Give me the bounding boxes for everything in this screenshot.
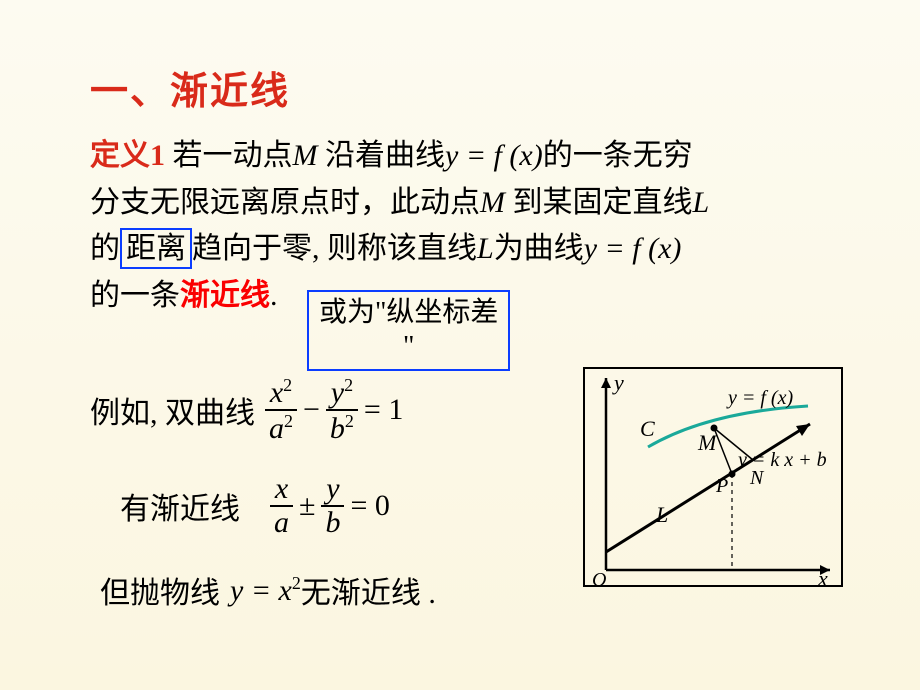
minus: −: [297, 393, 326, 427]
sq: 2: [292, 573, 301, 593]
label-x: x: [817, 566, 828, 591]
text: 沿着曲线: [325, 139, 445, 172]
but-label: 但抛物线: [100, 568, 220, 612]
sq: 2: [344, 375, 353, 395]
frac-yb: y b: [321, 474, 344, 538]
y-axis-arrow: [601, 378, 611, 388]
expr-yfx: y = f (x): [584, 232, 682, 265]
text: 趋向于零, 则称该直线: [192, 232, 477, 265]
no-asym-label: 无渐近线 .: [301, 568, 436, 612]
symbol-L: L: [477, 232, 494, 265]
definition-line-3: 的距离趋向于零, 则称该直线L为曲线y = f (x): [90, 226, 830, 273]
yx: y = x: [230, 574, 292, 607]
diagram-frame: [584, 368, 842, 586]
callout-box: 或为"纵坐标差 ": [307, 290, 510, 371]
symbol-M: M: [480, 186, 505, 219]
eq1: = 1: [358, 393, 409, 427]
label-L: L: [655, 502, 668, 527]
num: y: [331, 376, 344, 409]
definition-label: 定义1: [90, 139, 165, 172]
frac-xa: x a: [270, 474, 293, 538]
text: 若一动点: [173, 139, 293, 172]
symbol-M: M: [293, 139, 318, 172]
diagram: y x O C M N P L y = f (x) y = k x + b: [578, 362, 848, 592]
example-label: 例如, 双曲线: [90, 388, 255, 432]
plus-minus: ±: [293, 489, 321, 523]
label-O: O: [592, 569, 606, 591]
eq0: = 0: [344, 489, 395, 523]
sq: 2: [345, 411, 354, 431]
callout-line2: ": [319, 330, 498, 364]
slide: 一、渐近线 定义1 若一动点M 沿着曲线y = f (x)的一条无穷 分支无限远…: [0, 0, 920, 690]
text: 的一条无穷: [543, 139, 693, 172]
frac-y2b2: y2 b2: [326, 376, 358, 444]
definition-line-1: 定义1 若一动点M 沿着曲线y = f (x)的一条无穷: [90, 133, 830, 180]
sq: 2: [284, 411, 293, 431]
num: x: [270, 376, 283, 409]
expr-yfx: y = f (x): [445, 139, 543, 172]
boxed-distance: 距离: [120, 228, 192, 269]
hyperbola-row: 例如, 双曲线 x2 a2 − y2 b2 = 1: [90, 376, 436, 444]
den: b: [330, 412, 345, 445]
symbol-L: L: [693, 186, 710, 219]
label-y: y: [612, 370, 624, 395]
sq: 2: [283, 375, 292, 395]
frac-x2a2: x2 a2: [265, 376, 297, 444]
text: 的一条: [90, 279, 180, 312]
label-line: y = k x + b: [736, 449, 827, 471]
asymptote-word: 渐近线: [180, 279, 270, 312]
section-title: 一、渐近线: [90, 60, 830, 115]
text: 到某固定直线: [513, 186, 693, 219]
example-block: 例如, 双曲线 x2 a2 − y2 b2 = 1 有渐近线 x a ±: [90, 370, 436, 612]
label-C: C: [640, 416, 655, 441]
label-P: P: [715, 475, 728, 497]
parabola-expr: y = x2: [230, 573, 301, 608]
den: b: [321, 508, 344, 538]
parabola-row: 但抛物线 y = x2 无渐近线 .: [100, 568, 436, 612]
period: .: [270, 279, 278, 312]
has-asymptote-label: 有渐近线: [120, 484, 240, 528]
diagram-svg: y x O C M N P L y = f (x) y = k x + b: [578, 362, 848, 592]
num: y: [322, 474, 343, 504]
definition-line-2: 分支无限远离原点时，此动点M 到某固定直线L: [90, 180, 830, 227]
text: 分支无限远离原点时，此动点: [90, 186, 480, 219]
label-M: M: [697, 430, 718, 455]
num: x: [271, 474, 292, 504]
asymptote-row: 有渐近线 x a ± y b = 0: [120, 474, 436, 538]
den: a: [270, 508, 293, 538]
callout-line1: 或为"纵坐标差: [319, 296, 498, 330]
text: 为曲线: [494, 232, 584, 265]
label-curve: y = f (x): [726, 387, 793, 409]
text: 的: [90, 232, 120, 265]
den: a: [269, 412, 284, 445]
